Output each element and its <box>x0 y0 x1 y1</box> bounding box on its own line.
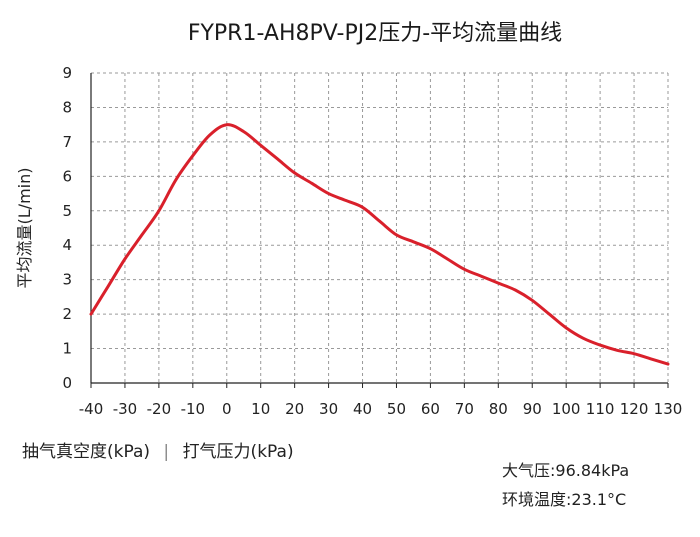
x-axis-caption: 抽气真空度(kPa) | 打气压力(kPa) <box>22 437 294 462</box>
x-tick-label: 70 <box>455 400 474 418</box>
y-axis-label: 平均流量(L/min) <box>15 168 34 289</box>
chart-title: FYPR1-AH8PV-PJ2压力-平均流量曲线 <box>188 21 562 46</box>
ambient-temperature-note: 环境温度:23.1°C <box>502 490 627 509</box>
x-tick-label: -30 <box>113 400 138 418</box>
y-tick-label: 7 <box>62 133 72 151</box>
x-tick-label: 20 <box>285 400 304 418</box>
x-tick-label: 110 <box>586 400 615 418</box>
axes <box>90 73 669 388</box>
x-tick-label: 40 <box>353 400 372 418</box>
atmospheric-pressure-note: 大气压:96.84kPa <box>502 461 630 480</box>
x-tick-label: 90 <box>523 400 542 418</box>
x-tick-label: 0 <box>222 400 232 418</box>
x-tick-label: 80 <box>489 400 508 418</box>
y-tick-label: 0 <box>62 374 72 392</box>
x-tick-label: 50 <box>387 400 406 418</box>
series-lines <box>89 123 670 366</box>
y-tick-label: 6 <box>62 167 72 185</box>
y-tick-label: 9 <box>62 64 72 82</box>
y-tick-label: 8 <box>62 98 72 116</box>
y-tick-label: 1 <box>62 340 72 358</box>
x-tick-label: -40 <box>79 400 104 418</box>
axis-caption-divider: | <box>163 442 170 462</box>
tick-labels: -40 -30 -20 -10 0 10 20 30 40 50 60 70 80 90 100 110 120… <box>62 64 682 418</box>
y-tick-label: 4 <box>62 236 72 254</box>
x-tick-label: 100 <box>552 400 581 418</box>
x-tick-label: 30 <box>319 400 338 418</box>
y-tick-label: 3 <box>62 271 72 289</box>
x-tick-label: -20 <box>147 400 172 418</box>
grid-lines <box>91 72 668 383</box>
y-tick-label: 5 <box>62 202 72 220</box>
x-tick-label: 10 <box>251 400 270 418</box>
x-tick-label: 60 <box>421 400 440 418</box>
y-tick-label: 2 <box>62 305 72 323</box>
x-tick-label: -10 <box>181 400 206 418</box>
flow-series-line <box>89 123 670 366</box>
x-tick-label: 130 <box>654 400 683 418</box>
vacuum-axis-label: 抽气真空度(kPa) <box>22 442 151 462</box>
pressure-axis-label: 打气压力(kPa) <box>182 442 294 462</box>
x-tick-label: 120 <box>620 400 649 418</box>
